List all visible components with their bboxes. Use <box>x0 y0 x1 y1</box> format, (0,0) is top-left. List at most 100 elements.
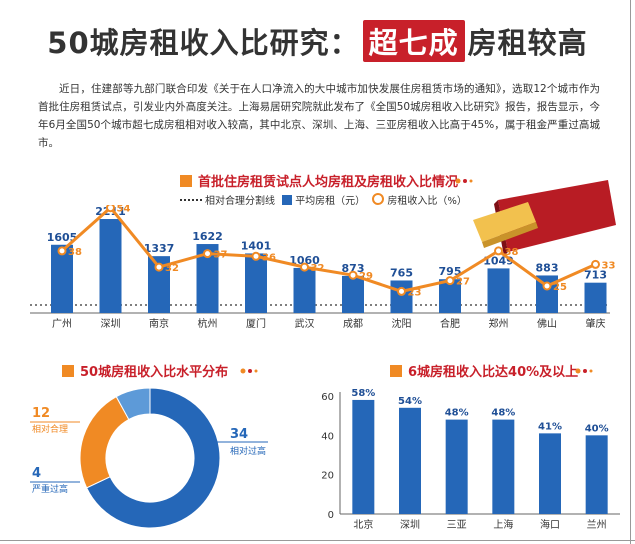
ratio-point <box>445 276 455 286</box>
category-label: 沈阳 <box>392 317 412 330</box>
category-label: 武汉 <box>295 317 315 330</box>
legend-threshold: 相对合理分割线 <box>180 192 275 207</box>
slice-name-label: 相对过高 <box>230 445 266 457</box>
dots-decoration <box>240 368 258 374</box>
section2-title-text: 50城房租收入比水平分布 <box>80 365 229 380</box>
section-square-icon <box>390 365 402 377</box>
section3-title: 6城房租收入比达40%及以上 <box>390 361 578 380</box>
rent-value-label: 1060 <box>289 254 320 267</box>
rent-bar <box>148 256 170 313</box>
category-label: 深圳 <box>400 519 420 531</box>
title-highlight: 超七成 <box>362 20 465 62</box>
rent-value-label: 713 <box>584 269 607 282</box>
rent-bar <box>99 219 122 313</box>
rent-bar <box>245 253 267 313</box>
distribution-donut: 34 相对过高 12 相对合理 4 严重过高 <box>30 387 268 529</box>
legend-ratio: 房租收入比（%） <box>372 192 467 207</box>
ratio-point <box>300 262 309 272</box>
ratio-point <box>106 205 115 213</box>
rent-bar <box>487 268 510 313</box>
title-pre: 50城房租收入比研究： <box>47 26 360 60</box>
city-bar <box>445 419 468 514</box>
top6-chart: 0 20 40 60 58% 北京 54% 深圳 48% 三亚 48% 上海 41% 海口 40% 兰州 <box>321 388 620 531</box>
category-label: 深圳 <box>101 318 121 330</box>
slice-value-label: 34 <box>230 427 248 442</box>
ratio-point <box>591 259 600 269</box>
slice-value-label: 12 <box>32 406 50 421</box>
right-frame-line <box>630 0 631 544</box>
category-label: 北京 <box>353 518 373 531</box>
donut-slice <box>79 395 130 489</box>
dotted-line-icon <box>180 199 202 201</box>
category-label: 上海 <box>493 518 513 531</box>
category-label: 海口 <box>540 518 560 531</box>
ratio-point <box>542 281 552 291</box>
category-label: 南京 <box>149 317 169 330</box>
y-tick-label: 40 <box>321 431 334 442</box>
ratio-value-label: 29 <box>359 271 373 282</box>
bar-value-label: 41% <box>538 421 562 432</box>
ratio-value-label: 37 <box>214 250 228 261</box>
bar-value-label: 48% <box>445 408 469 419</box>
dots-decoration <box>455 178 473 184</box>
rent-bar <box>439 279 461 313</box>
slice-name-label: 相对合理 <box>32 423 68 435</box>
rent-bar <box>196 244 219 313</box>
ratio-value-label: 36 <box>262 252 276 263</box>
ratio-value-label: 23 <box>408 287 422 298</box>
category-label: 杭州 <box>198 317 218 330</box>
section3-title-text: 6城房租收入比达40%及以上 <box>408 365 579 380</box>
ratio-value-label: 33 <box>602 260 616 271</box>
category-label: 成都 <box>343 318 363 330</box>
bar-value-label: 48% <box>491 408 515 419</box>
intro-paragraph: 近日，住建部等九部门联合印发《关于在人口净流入的大中城市加快发展住房租赁市场的通… <box>38 83 600 149</box>
category-label: 厦门 <box>246 317 266 330</box>
donut-slice <box>115 387 151 421</box>
title-post: 房租较高 <box>467 26 588 60</box>
category-label: 郑州 <box>489 317 509 330</box>
city-bar <box>492 419 515 514</box>
section1-title-text: 首批住房租赁试点人均房租及房租收入比情况 <box>198 175 459 190</box>
blue-square-icon <box>282 195 293 205</box>
ratio-point <box>494 246 503 256</box>
rent-value-label: 1337 <box>144 242 175 255</box>
section1-legend: 相对合理分割线 平均房租（元） 房租收入比（%） <box>180 192 471 207</box>
category-label: 肇庆 <box>586 317 606 330</box>
rent-value-label: 1605 <box>47 231 78 244</box>
ratio-point <box>203 249 212 259</box>
rent-value-label: 1401 <box>241 239 272 252</box>
category-label: 广州 <box>52 318 72 330</box>
category-label: 三亚 <box>447 520 467 531</box>
ratio-value-label: 54 <box>117 205 131 215</box>
page-title: 50城房租收入比研究： 超七成 房租较高 <box>0 20 635 62</box>
y-tick-label: 20 <box>321 471 334 482</box>
rent-bar <box>293 267 316 313</box>
rent-value-label: 883 <box>536 261 559 274</box>
y-tick-label: 0 <box>328 510 334 521</box>
rent-value-label: 1622 <box>192 230 223 243</box>
ratio-point <box>154 262 164 272</box>
bar-value-label: 40% <box>585 423 609 434</box>
city-bar <box>352 399 375 514</box>
ratio-point <box>348 270 358 280</box>
section1-title: 首批住房租赁试点人均房租及房租收入比情况 <box>180 171 458 190</box>
ratio-value-label: 32 <box>311 263 325 274</box>
rent-value-label: 873 <box>342 262 365 275</box>
category-label: 合肥 <box>440 317 460 330</box>
ratio-point <box>251 251 261 261</box>
y-tick-label: 60 <box>321 392 334 403</box>
city-bar <box>399 407 421 514</box>
category-label: 佛山 <box>537 317 557 330</box>
slice-name-label: 严重过高 <box>32 483 68 495</box>
rent-value-label: 765 <box>390 266 413 279</box>
donut-slice <box>85 387 221 529</box>
city-bar <box>585 435 608 514</box>
bar-value-label: 54% <box>398 396 422 407</box>
ratio-value-label: 38 <box>68 247 82 258</box>
bar-value-label: 58% <box>351 388 375 399</box>
ratio-point <box>57 246 67 256</box>
ratio-value-label: 32 <box>165 263 179 274</box>
ratio-value-label: 27 <box>456 277 470 288</box>
ratio-line <box>61 205 597 293</box>
